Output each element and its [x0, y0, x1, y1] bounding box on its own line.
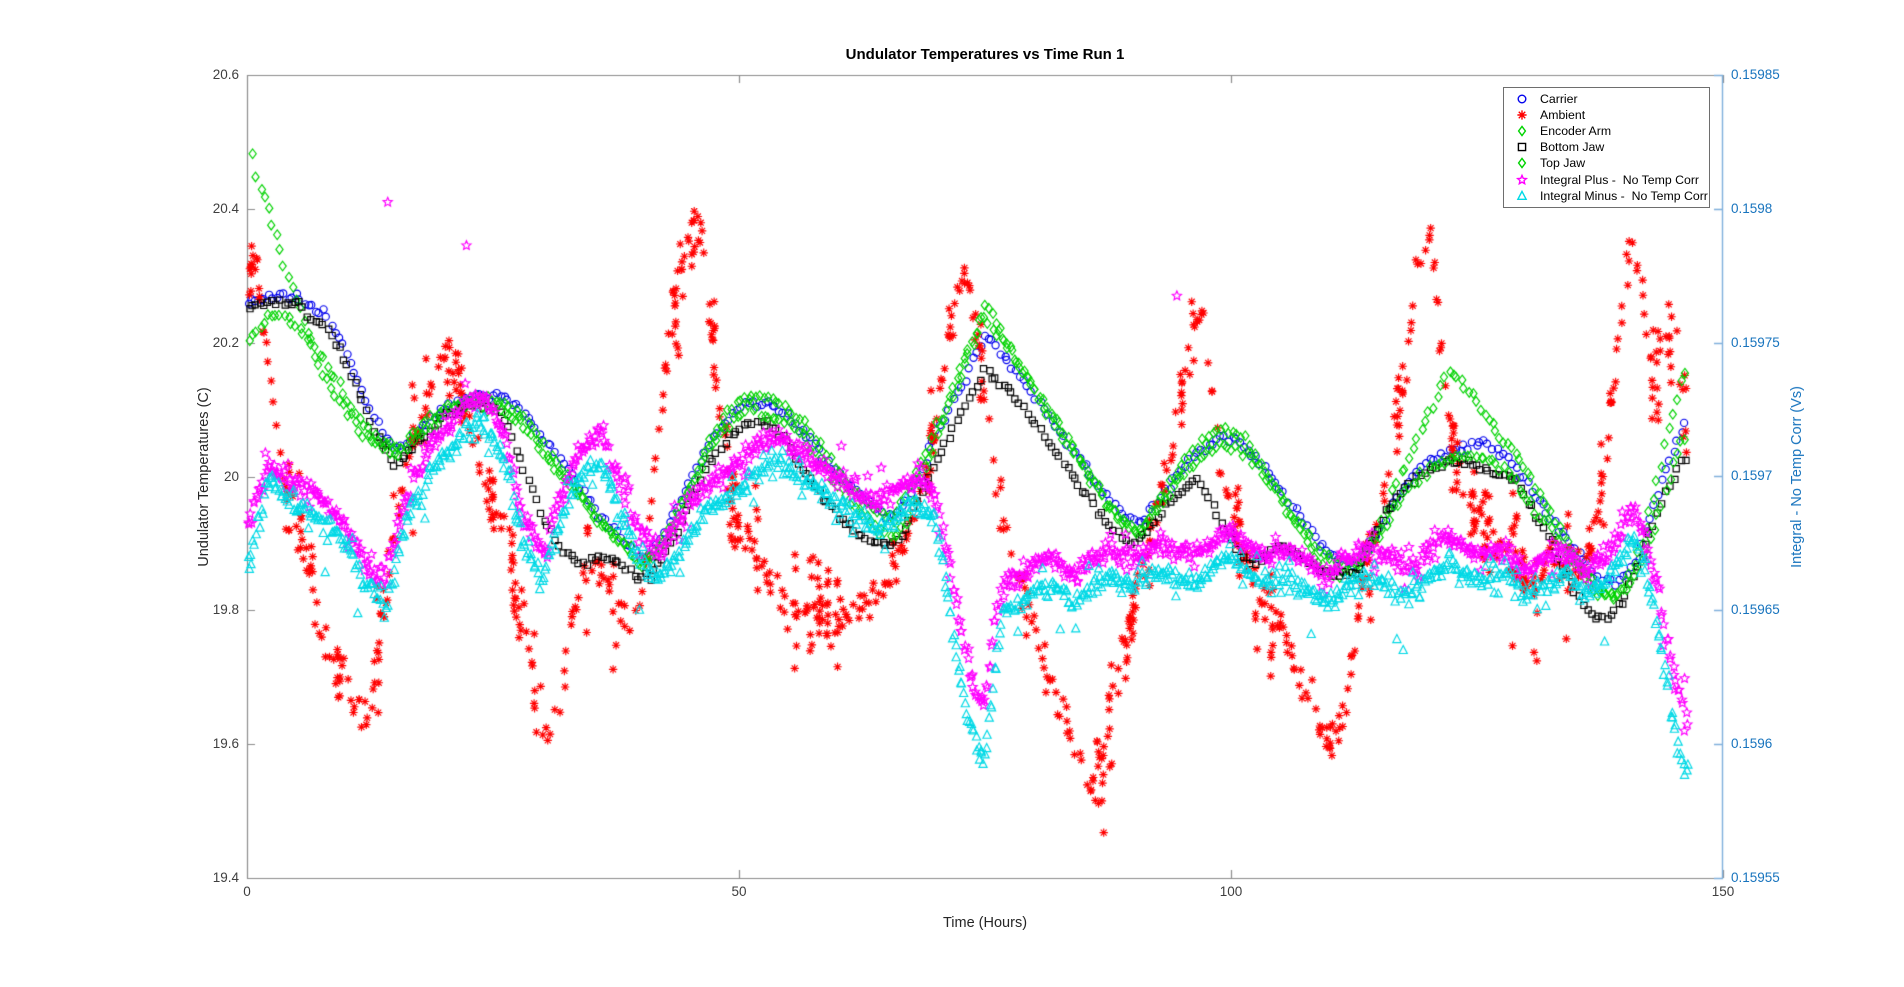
legend-marker	[1504, 124, 1540, 138]
legend-box: Carrier Ambient Encoder Arm Bottom Jaw Top J…	[1503, 87, 1710, 208]
x-tick-label: 150	[1711, 884, 1735, 899]
y-tick-label-right: 0.1596	[1731, 736, 1773, 751]
circle-marker-icon	[1517, 94, 1527, 104]
y-tick-label-right: 0.1598	[1731, 201, 1773, 216]
x-tick-label: 50	[731, 884, 747, 899]
legend-marker	[1504, 92, 1540, 106]
legend-item-label: Integral Plus - No Temp Corr	[1540, 172, 1700, 187]
legend-item-label: Carrier	[1540, 92, 1578, 107]
y-tick-label-left: 19.4	[212, 870, 239, 885]
square-marker-icon	[1517, 143, 1527, 152]
legend-item-5: Integral Plus - No Temp Corr	[1504, 171, 1709, 187]
diamond-marker-icon	[1517, 125, 1527, 138]
legend-item-label: Top Jaw	[1540, 156, 1586, 171]
y-tick-label-right: 0.15955	[1731, 870, 1780, 885]
chart-title: Undulator Temperatures vs Time Run 1	[845, 46, 1125, 63]
legend-marker	[1504, 173, 1540, 187]
legend-item-label: Bottom Jaw	[1540, 140, 1605, 155]
pentagram-marker-icon	[1515, 173, 1529, 185]
x-axis-label: Time (Hours)	[942, 915, 1028, 931]
legend-marker	[1504, 189, 1540, 203]
legend-item-1: Ambient	[1504, 107, 1709, 123]
y-tick-label-right: 0.1597	[1731, 468, 1773, 483]
x-tick-label: 0	[243, 884, 251, 899]
legend-item-6: Integral Minus - No Temp Corr	[1504, 188, 1709, 204]
legend-item-label: Ambient	[1540, 108, 1586, 123]
y-tick-label-right: 0.15985	[1731, 67, 1780, 82]
legend-marker	[1504, 156, 1540, 170]
y-tick-label-right: 0.15975	[1731, 335, 1780, 350]
y-tick-label-right: 0.15965	[1731, 602, 1780, 617]
legend-item-2: Encoder Arm	[1504, 123, 1709, 139]
y-tick-label-left: 20	[223, 469, 239, 484]
legend-marker	[1504, 108, 1540, 122]
legend-item-label: Integral Minus - No Temp Corr	[1540, 188, 1708, 203]
y-tick-label-left: 19.6	[212, 736, 239, 751]
y-tick-label-left: 20.2	[212, 335, 239, 350]
legend-item-0: Carrier	[1504, 91, 1709, 107]
x-tick-label: 100	[1219, 884, 1243, 899]
legend-item-4: Top Jaw	[1504, 155, 1709, 171]
asterisk-marker-icon	[1517, 110, 1527, 120]
triangle-marker-icon	[1516, 189, 1528, 200]
legend-marker	[1504, 140, 1540, 154]
legend-item-3: Bottom Jaw	[1504, 139, 1709, 155]
y-tick-label-left: 20.4	[212, 201, 239, 216]
diamond-marker-icon	[1517, 157, 1527, 170]
y-tick-label-left: 20.6	[212, 67, 239, 82]
legend-item-label: Encoder Arm	[1540, 124, 1612, 139]
y-tick-label-left: 19.8	[212, 602, 239, 617]
